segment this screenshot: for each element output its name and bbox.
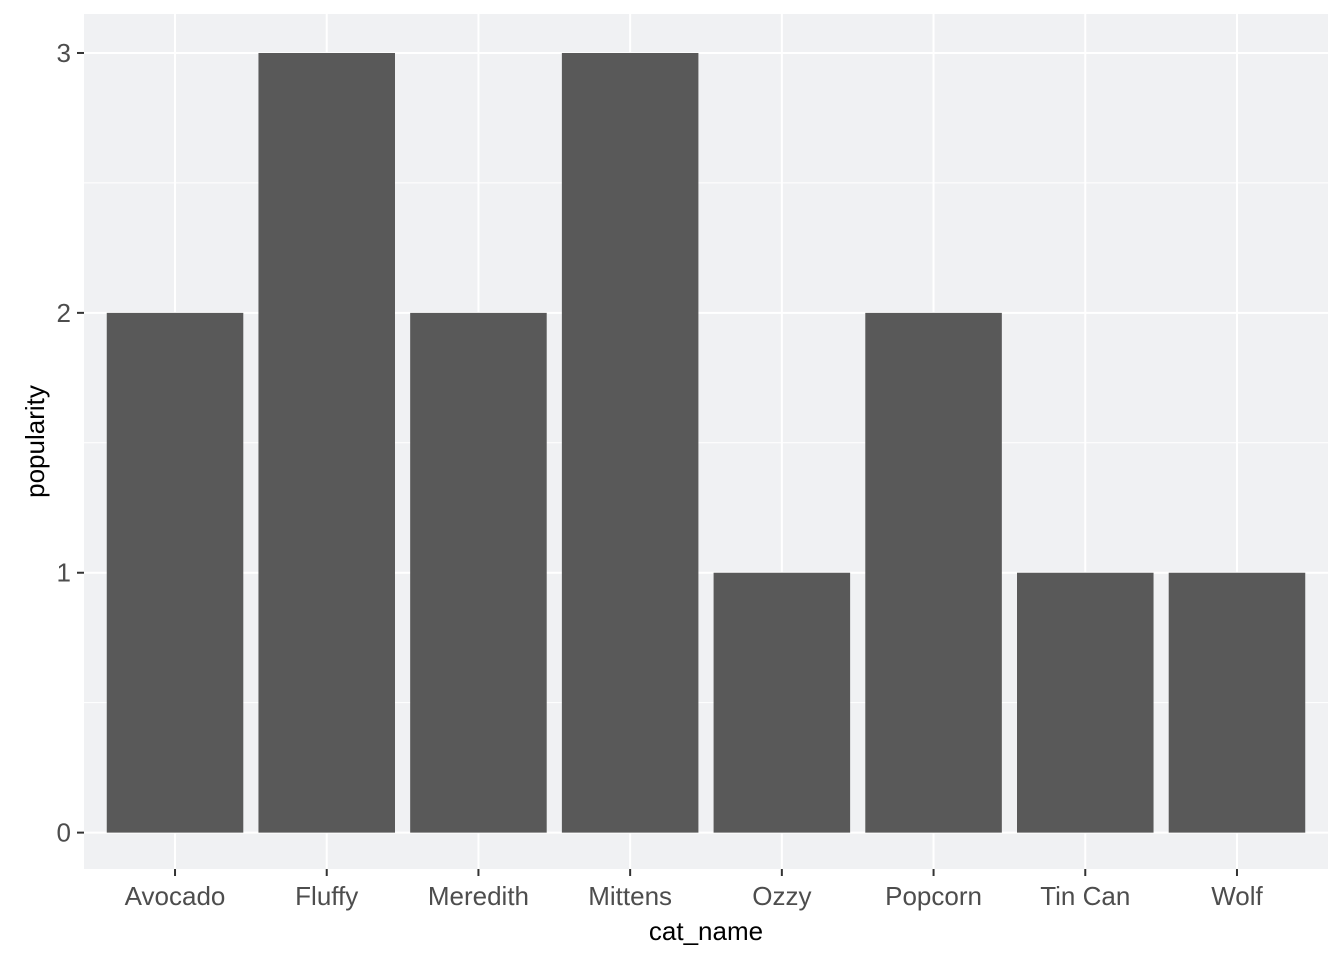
bar-mittens	[561, 52, 699, 833]
y-tick-label: 2	[57, 298, 71, 328]
y-tick-labels: 0 1 2 3	[57, 38, 71, 848]
bar-wolf	[1168, 572, 1306, 833]
bar-fluffy	[258, 52, 395, 833]
x-tick-labels: Avocado Fluffy Meredith Mittens Ozzy Popcorn T…	[125, 881, 1264, 911]
y-tick-label: 3	[57, 38, 71, 68]
bars	[106, 52, 1306, 833]
bar-meredith	[410, 312, 547, 833]
x-tick-label: Ozzy	[752, 881, 811, 911]
y-tick-label: 0	[57, 818, 71, 848]
y-tick-label: 1	[57, 558, 71, 588]
x-tick-label: Meredith	[428, 881, 529, 911]
x-tick-label: Wolf	[1211, 881, 1263, 911]
x-tick-label: Mittens	[588, 881, 672, 911]
bar-avocado	[106, 312, 244, 833]
x-tick-label: Tin Can	[1040, 881, 1130, 911]
y-axis-title: popularity	[20, 385, 50, 498]
bar-ozzy	[713, 572, 851, 833]
x-tick-label: Fluffy	[295, 881, 358, 911]
x-tick-label: Avocado	[125, 881, 226, 911]
x-axis-title: cat_name	[649, 916, 763, 946]
x-tick-label: Popcorn	[885, 881, 982, 911]
bar-popcorn	[865, 312, 1002, 833]
axis-ticks	[77, 51, 1238, 876]
bar-tin-can	[1017, 572, 1154, 833]
